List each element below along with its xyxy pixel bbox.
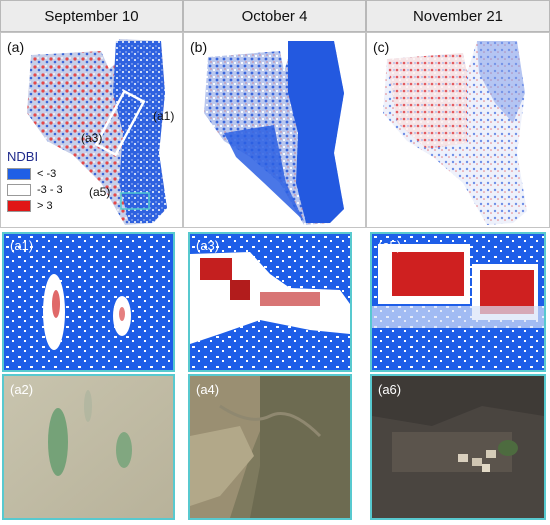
photo-panel-a6: (a6) (370, 374, 546, 520)
zoom-panel-a1: (a1) (2, 232, 175, 372)
aerial-photo-a6 (372, 376, 544, 518)
zoom-map-a5 (372, 234, 544, 370)
panel-label-b: (b) (190, 39, 208, 55)
aerial-photo-a2 (4, 376, 173, 518)
photo-panel-a4: (a4) (188, 374, 352, 520)
legend-swatch-low (7, 168, 31, 180)
legend-text-mid: -3 - 3 (37, 184, 63, 196)
aerial-photo-a4 (190, 376, 350, 518)
legend-text-high: > 3 (37, 200, 53, 212)
ndbi-map-november (383, 41, 527, 225)
callout-a1: (a1) (153, 109, 175, 123)
zoom-label-a3: (a3) (196, 238, 220, 253)
header-september: September 10 (0, 0, 183, 32)
photo-label-a2: (a2) (10, 382, 34, 397)
legend-item-mid: -3 - 3 (7, 184, 83, 196)
zoom-map-a1 (4, 234, 173, 370)
header-november: November 21 (366, 0, 550, 32)
zoom-label-a1: (a1) (10, 238, 34, 253)
legend-text-low: < -3 (37, 168, 57, 180)
map-panel-c: (c) (366, 32, 550, 228)
highlight-box-a1 (94, 89, 146, 157)
header-october: October 4 (183, 0, 366, 32)
map-panel-a: (a) (a1) (a3) (a5) NDBI < -3 -3 - 3 > 3 (0, 32, 183, 228)
ndbi-map-october (204, 41, 344, 225)
panel-label-c: (c) (373, 39, 390, 55)
callout-a3: (a3) (81, 131, 103, 145)
callout-a5: (a5) (89, 185, 111, 199)
header-label: November 21 (412, 7, 504, 25)
highlight-box-a5 (120, 192, 150, 210)
photo-panel-a2: (a2) (2, 374, 175, 520)
header-label: October 4 (241, 7, 308, 25)
map-panel-b: (b) (183, 32, 366, 228)
zoom-label-a5: (a5) (378, 238, 402, 253)
legend-item-high: > 3 (7, 200, 83, 212)
zoom-panel-a5: (a5) (370, 232, 546, 372)
header-label: September 10 (44, 7, 139, 25)
photo-label-a4: (a4) (196, 382, 220, 397)
legend: NDBI < -3 -3 - 3 > 3 (7, 149, 83, 212)
zoom-map-a3 (190, 234, 350, 370)
legend-swatch-high (7, 200, 31, 212)
ndbi-map-september (27, 39, 167, 225)
legend-title: NDBI (7, 149, 39, 164)
legend-item-low: < -3 (7, 168, 83, 180)
zoom-panel-a3: (a3) (188, 232, 352, 372)
panel-label-a: (a) (7, 39, 25, 55)
photo-label-a6: (a6) (378, 382, 402, 397)
legend-swatch-mid (7, 184, 31, 196)
